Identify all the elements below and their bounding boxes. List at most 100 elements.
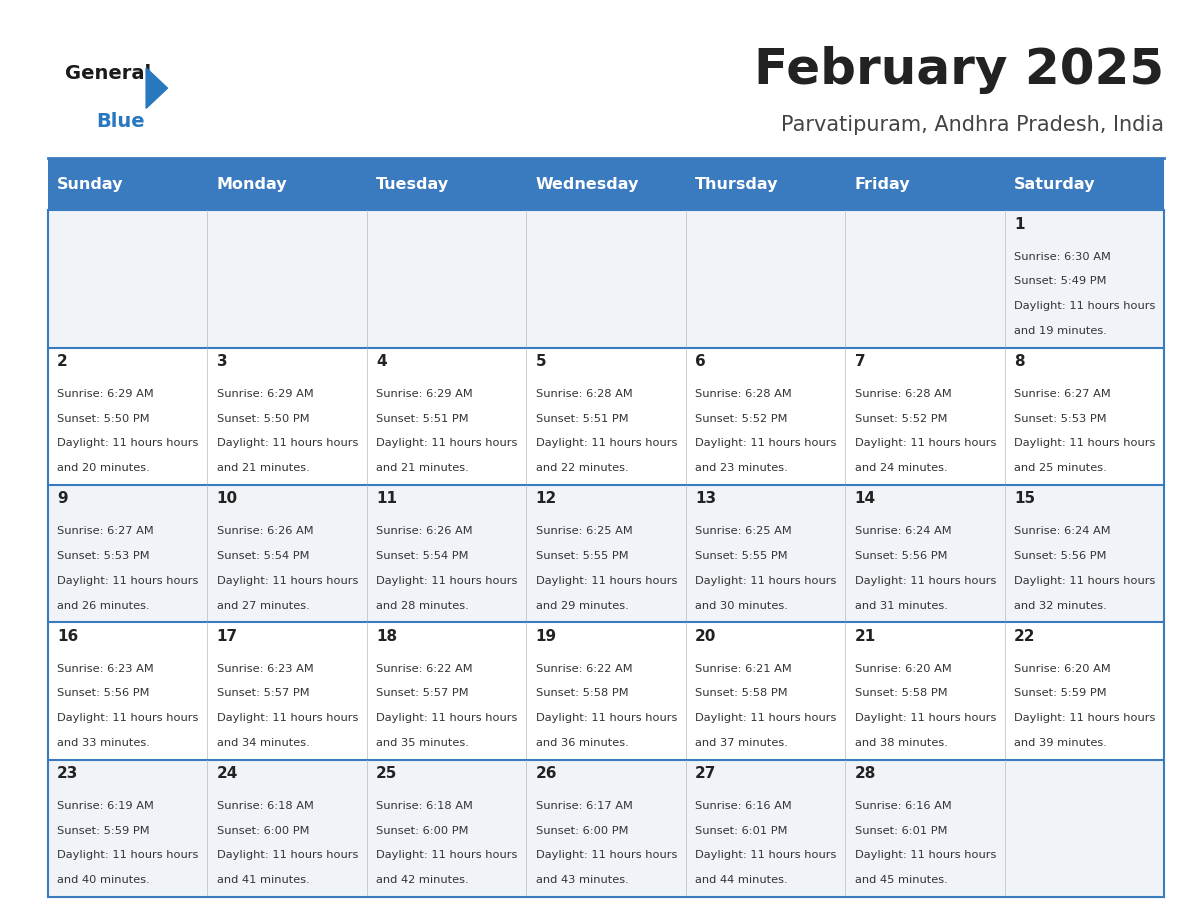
Text: 6: 6 [695, 354, 706, 369]
Text: Daylight: 11 hours hours: Daylight: 11 hours hours [695, 439, 836, 448]
Text: 16: 16 [57, 629, 78, 644]
Text: and 26 minutes.: and 26 minutes. [57, 600, 150, 610]
Text: 13: 13 [695, 491, 716, 507]
Text: Daylight: 11 hours hours: Daylight: 11 hours hours [1015, 301, 1156, 311]
Text: Sunset: 5:54 PM: Sunset: 5:54 PM [216, 551, 309, 561]
Text: Sunrise: 6:24 AM: Sunrise: 6:24 AM [854, 526, 952, 536]
Text: Daylight: 11 hours hours: Daylight: 11 hours hours [57, 713, 198, 723]
Text: Sunrise: 6:23 AM: Sunrise: 6:23 AM [216, 664, 314, 674]
Text: and 35 minutes.: and 35 minutes. [377, 738, 469, 748]
Text: 7: 7 [854, 354, 865, 369]
Text: Daylight: 11 hours hours: Daylight: 11 hours hours [1015, 576, 1156, 586]
Text: and 19 minutes.: and 19 minutes. [1015, 326, 1107, 336]
Text: and 41 minutes.: and 41 minutes. [216, 875, 309, 885]
Text: Sunrise: 6:17 AM: Sunrise: 6:17 AM [536, 800, 632, 811]
Text: 20: 20 [695, 629, 716, 644]
Text: Sunset: 5:51 PM: Sunset: 5:51 PM [377, 414, 469, 423]
Text: Saturday: Saturday [1015, 176, 1095, 192]
Text: Sunset: 6:01 PM: Sunset: 6:01 PM [695, 825, 788, 835]
Text: Daylight: 11 hours hours: Daylight: 11 hours hours [854, 713, 996, 723]
Text: Sunset: 5:55 PM: Sunset: 5:55 PM [536, 551, 628, 561]
Text: Sunset: 6:01 PM: Sunset: 6:01 PM [854, 825, 947, 835]
Text: 10: 10 [216, 491, 238, 507]
Text: Daylight: 11 hours hours: Daylight: 11 hours hours [377, 713, 518, 723]
Text: Sunrise: 6:28 AM: Sunrise: 6:28 AM [536, 389, 632, 398]
Text: and 40 minutes.: and 40 minutes. [57, 875, 150, 885]
Text: Sunrise: 6:16 AM: Sunrise: 6:16 AM [854, 800, 952, 811]
Text: and 22 minutes.: and 22 minutes. [536, 464, 628, 473]
Text: Daylight: 11 hours hours: Daylight: 11 hours hours [1015, 439, 1156, 448]
Text: Sunrise: 6:27 AM: Sunrise: 6:27 AM [57, 526, 153, 536]
Text: Sunset: 5:52 PM: Sunset: 5:52 PM [854, 414, 947, 423]
Text: Sunset: 5:58 PM: Sunset: 5:58 PM [854, 688, 947, 699]
Text: Blue: Blue [96, 112, 145, 131]
Text: Daylight: 11 hours hours: Daylight: 11 hours hours [854, 576, 996, 586]
Text: and 27 minutes.: and 27 minutes. [216, 600, 309, 610]
Text: Daylight: 11 hours hours: Daylight: 11 hours hours [1015, 713, 1156, 723]
Text: Sunset: 5:57 PM: Sunset: 5:57 PM [377, 688, 469, 699]
FancyBboxPatch shape [48, 158, 1164, 210]
Text: and 42 minutes.: and 42 minutes. [377, 875, 469, 885]
Text: 12: 12 [536, 491, 557, 507]
Text: Friday: Friday [854, 176, 910, 192]
Text: and 33 minutes.: and 33 minutes. [57, 738, 150, 748]
Text: Sunrise: 6:20 AM: Sunrise: 6:20 AM [854, 664, 952, 674]
Text: Sunrise: 6:25 AM: Sunrise: 6:25 AM [695, 526, 792, 536]
Text: Sunset: 5:49 PM: Sunset: 5:49 PM [1015, 276, 1107, 286]
Text: 11: 11 [377, 491, 397, 507]
Text: Daylight: 11 hours hours: Daylight: 11 hours hours [695, 850, 836, 860]
Text: and 29 minutes.: and 29 minutes. [536, 600, 628, 610]
Text: and 38 minutes.: and 38 minutes. [854, 738, 948, 748]
Text: February 2025: February 2025 [754, 46, 1164, 94]
FancyBboxPatch shape [48, 485, 1164, 622]
Text: and 20 minutes.: and 20 minutes. [57, 464, 150, 473]
Text: and 39 minutes.: and 39 minutes. [1015, 738, 1107, 748]
Text: Daylight: 11 hours hours: Daylight: 11 hours hours [216, 850, 358, 860]
Text: Daylight: 11 hours hours: Daylight: 11 hours hours [536, 713, 677, 723]
Text: and 31 minutes.: and 31 minutes. [854, 600, 948, 610]
Text: Sunrise: 6:21 AM: Sunrise: 6:21 AM [695, 664, 792, 674]
Text: Sunrise: 6:26 AM: Sunrise: 6:26 AM [216, 526, 314, 536]
Text: Sunrise: 6:26 AM: Sunrise: 6:26 AM [377, 526, 473, 536]
Text: 24: 24 [216, 766, 238, 781]
Text: Sunrise: 6:22 AM: Sunrise: 6:22 AM [377, 664, 473, 674]
FancyBboxPatch shape [48, 622, 1164, 759]
Text: 27: 27 [695, 766, 716, 781]
Text: Daylight: 11 hours hours: Daylight: 11 hours hours [57, 850, 198, 860]
Text: Sunset: 5:50 PM: Sunset: 5:50 PM [57, 414, 150, 423]
Text: 5: 5 [536, 354, 546, 369]
Text: Sunset: 6:00 PM: Sunset: 6:00 PM [216, 825, 309, 835]
Text: and 34 minutes.: and 34 minutes. [216, 738, 309, 748]
Text: Tuesday: Tuesday [377, 176, 449, 192]
Text: Monday: Monday [216, 176, 287, 192]
Text: 9: 9 [57, 491, 68, 507]
Text: and 43 minutes.: and 43 minutes. [536, 875, 628, 885]
Text: and 37 minutes.: and 37 minutes. [695, 738, 788, 748]
Text: Daylight: 11 hours hours: Daylight: 11 hours hours [216, 713, 358, 723]
Text: Sunset: 6:00 PM: Sunset: 6:00 PM [536, 825, 628, 835]
Text: 23: 23 [57, 766, 78, 781]
Text: 21: 21 [854, 629, 876, 644]
Text: 17: 17 [216, 629, 238, 644]
Text: Sunset: 5:51 PM: Sunset: 5:51 PM [536, 414, 628, 423]
Text: Sunset: 5:56 PM: Sunset: 5:56 PM [1015, 551, 1107, 561]
Text: Daylight: 11 hours hours: Daylight: 11 hours hours [695, 713, 836, 723]
Text: Daylight: 11 hours hours: Daylight: 11 hours hours [536, 439, 677, 448]
Text: 15: 15 [1015, 491, 1035, 507]
Text: Daylight: 11 hours hours: Daylight: 11 hours hours [57, 576, 198, 586]
Text: Sunrise: 6:30 AM: Sunrise: 6:30 AM [1015, 252, 1111, 262]
Text: Sunset: 6:00 PM: Sunset: 6:00 PM [377, 825, 468, 835]
Text: and 36 minutes.: and 36 minutes. [536, 738, 628, 748]
Text: Sunset: 5:54 PM: Sunset: 5:54 PM [377, 551, 468, 561]
Text: Daylight: 11 hours hours: Daylight: 11 hours hours [216, 576, 358, 586]
Text: General: General [65, 64, 151, 84]
Text: Sunset: 5:53 PM: Sunset: 5:53 PM [1015, 414, 1107, 423]
Text: and 45 minutes.: and 45 minutes. [854, 875, 948, 885]
Text: Sunset: 5:50 PM: Sunset: 5:50 PM [216, 414, 309, 423]
Text: Sunset: 5:59 PM: Sunset: 5:59 PM [57, 825, 150, 835]
Text: Sunrise: 6:25 AM: Sunrise: 6:25 AM [536, 526, 632, 536]
Text: 14: 14 [854, 491, 876, 507]
Text: Daylight: 11 hours hours: Daylight: 11 hours hours [216, 439, 358, 448]
Text: Sunrise: 6:29 AM: Sunrise: 6:29 AM [57, 389, 153, 398]
Text: and 21 minutes.: and 21 minutes. [377, 464, 469, 473]
